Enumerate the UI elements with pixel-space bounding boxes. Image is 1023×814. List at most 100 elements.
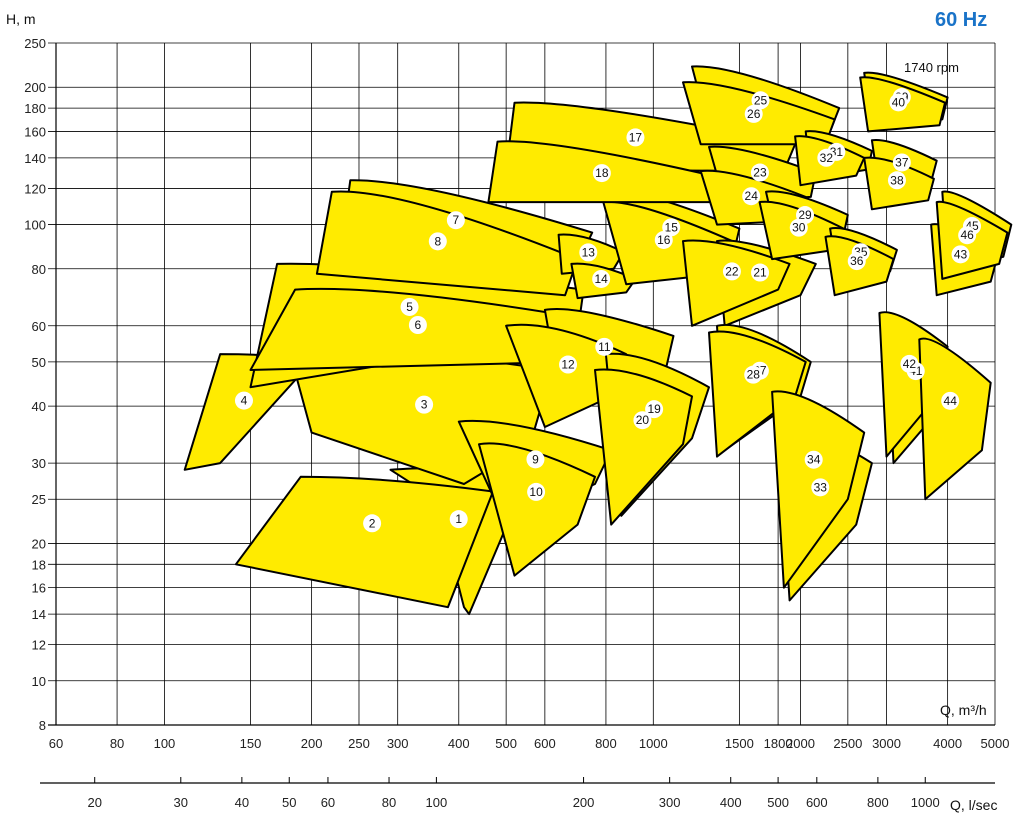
pump-badge-9 [526,450,545,469]
y-tick-label: 120 [24,181,46,196]
pump-range-44 [918,337,992,501]
x-tick-label: 2500 [833,736,862,751]
pump-range-28 [708,330,807,458]
pump-label-24: 24 [745,189,759,203]
y-tick-label: 12 [32,638,46,653]
pump-label-43: 43 [954,247,968,261]
y-tick-label: 200 [24,80,46,95]
pump-label-40: 40 [892,95,906,109]
pump-badge-18 [592,164,611,183]
pump-label-18: 18 [595,166,609,180]
pump-range-20 [594,368,693,526]
pump-label-3: 3 [421,398,428,412]
pump-badge-8 [428,232,447,251]
pump-badge-33 [811,478,830,497]
pump-label-10: 10 [529,485,543,499]
x-tick-label: 500 [495,736,517,751]
pump-label-12: 12 [561,358,575,372]
x-tick-label: 1000 [639,736,668,751]
pump-badge-5 [400,297,419,316]
x2-tick-label: 800 [867,795,889,810]
pump-label-23: 23 [753,166,767,180]
pump-label-29: 29 [798,208,812,222]
pump-label-25: 25 [754,93,768,107]
y-tick-label: 40 [32,399,46,414]
x2-tick-label: 400 [720,795,742,810]
x2-tick-label: 30 [174,795,188,810]
y-tick-label: 14 [32,607,46,622]
x-tick-label: 100 [154,736,176,751]
x2-tick-label: 100 [426,795,448,810]
x2-tick-label: 40 [235,795,249,810]
pump-badge-4 [234,391,253,410]
pump-badge-37 [892,153,911,172]
x-tick-label: 400 [448,736,470,751]
pump-badge-25 [751,91,770,110]
y-axis-title: H, m [6,11,36,27]
pump-badge-36 [847,252,866,271]
y-tick-label: 20 [32,536,46,551]
pump-badge-20 [633,411,652,430]
pump-badge-3 [415,395,434,414]
y-tick-label: 8 [39,718,46,733]
x-tick-label: 4000 [933,736,962,751]
pump-label-4: 4 [241,394,248,408]
pump-label-36: 36 [850,254,864,268]
pump-label-8: 8 [434,234,441,248]
pump-labels: 1234567891011121314151617181920212223242… [234,88,981,533]
x2-tick-label: 80 [382,795,396,810]
y-tick-label: 180 [24,101,46,116]
y-tick-label: 25 [32,492,46,507]
pump-badge-14 [592,269,611,288]
pump-badge-34 [804,450,823,469]
pump-label-34: 34 [807,453,821,467]
pump-label-22: 22 [725,264,739,278]
x2-tick-label: 20 [87,795,101,810]
pump-badge-16 [654,230,673,249]
x2-tick-label: 1000 [911,795,940,810]
x-tick-label: 60 [49,736,63,751]
pump-label-33: 33 [814,480,828,494]
pump-label-16: 16 [657,233,671,247]
x-tick-label: 1800 [764,736,793,751]
x-tick-label: 80 [110,736,124,751]
x-tick-label: 2000 [786,736,815,751]
pump-label-14: 14 [594,272,608,286]
pump-badge-6 [408,316,427,335]
x-tick-label: 3000 [872,736,901,751]
x2-tick-label: 200 [573,795,595,810]
x-tick-label: 600 [534,736,556,751]
axes: 60 80 100 150 200 250 300 400 500 600 800 1000 1500 1… [24,36,1009,810]
y-tick-label: 50 [32,355,46,370]
x2-tick-label: 50 [282,795,296,810]
pump-label-19: 19 [647,402,661,416]
pump-badge-10 [527,482,546,501]
pump-badge-11 [595,337,614,356]
pump-badge-46 [958,226,977,245]
pump-range-22 [682,239,791,327]
pump-label-30: 30 [792,221,806,235]
pump-badge-28 [744,365,763,384]
y-tick-label: 100 [24,218,46,233]
x-tick-label: 800 [595,736,617,751]
x-tick-label: 1500 [725,736,754,751]
pump-label-44: 44 [944,394,958,408]
y-tick-label: 16 [32,581,46,596]
pump-badge-2 [363,514,382,533]
x-axis-title: Q, m³/h [940,702,987,718]
pump-label-7: 7 [453,213,460,227]
x2-tick-label: 600 [806,795,828,810]
y-tick-label: 80 [32,262,46,277]
pump-badge-23 [750,163,769,182]
y-tick-label: 250 [24,36,46,51]
y-tick-label: 60 [32,319,46,334]
pump-label-17: 17 [629,130,643,144]
pump-badge-24 [742,187,761,206]
y-tick-label: 30 [32,456,46,471]
pump-label-6: 6 [415,318,422,332]
pump-label-32: 32 [820,151,834,165]
pump-label-13: 13 [582,245,596,259]
y-tick-label: 140 [24,151,46,166]
pump-label-20: 20 [636,413,650,427]
